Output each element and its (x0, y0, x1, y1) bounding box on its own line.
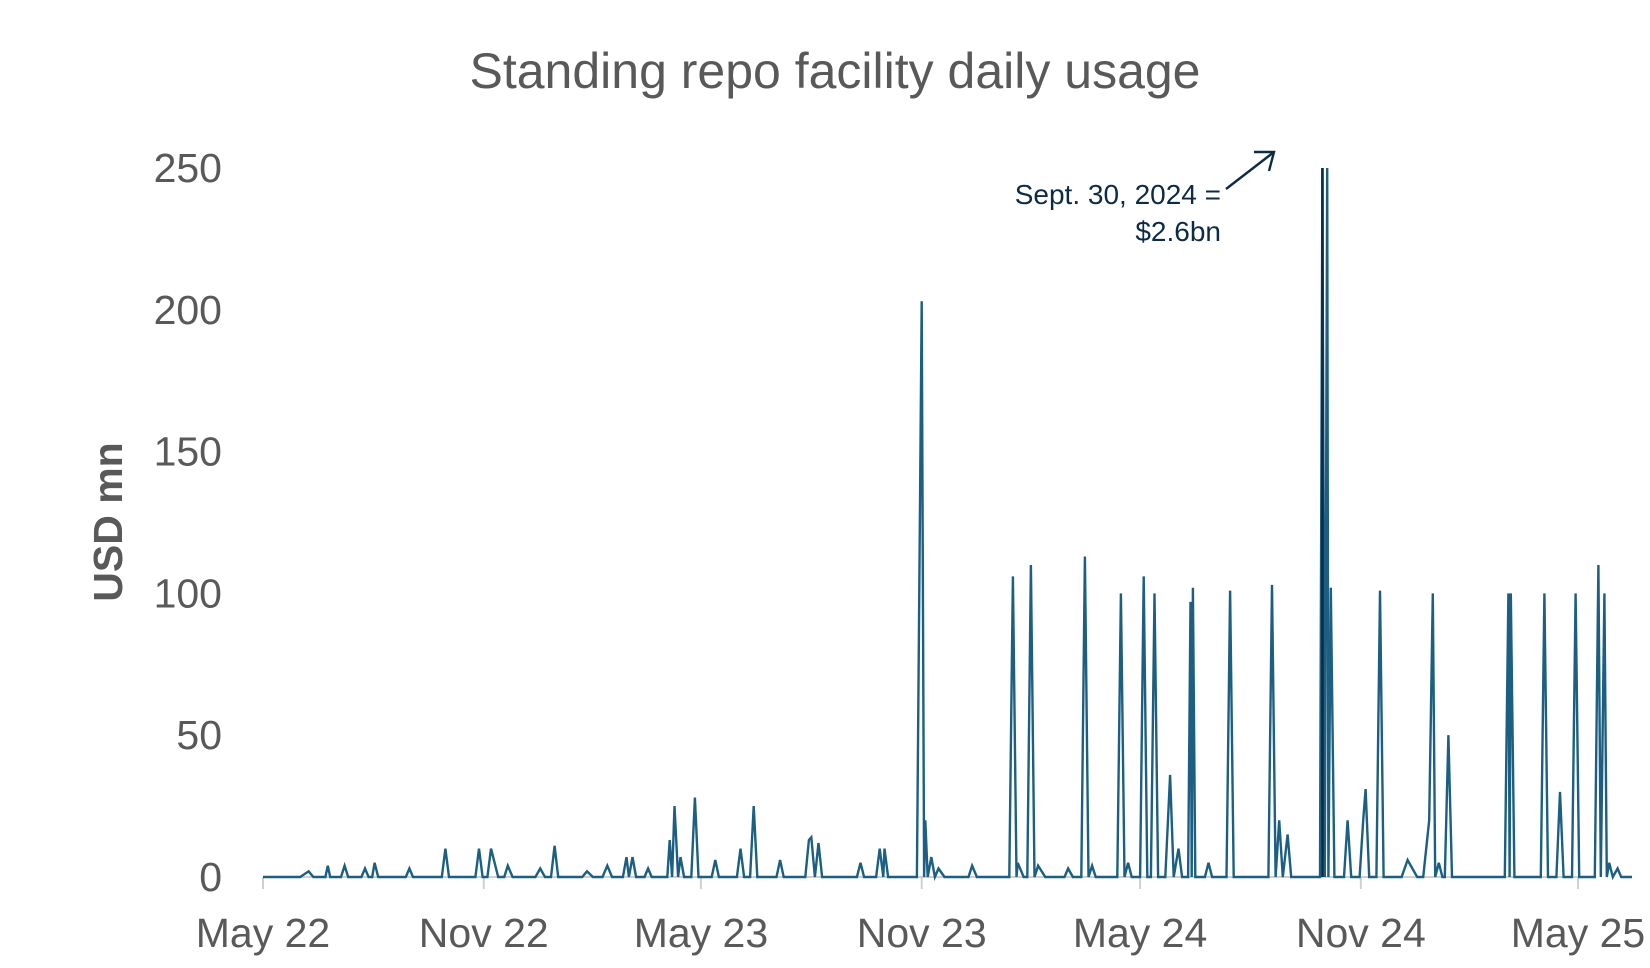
y-axis-ticks: 0 50 100 150 200 250 (154, 145, 222, 900)
x-tick-label: May 25 (1511, 910, 1645, 956)
annotation-arrow-shaft (1225, 151, 1275, 190)
x-tick-label: Nov 22 (419, 910, 549, 956)
chart-title: Standing repo facility daily usage (469, 43, 1200, 99)
x-tick-label: May 24 (1073, 910, 1207, 956)
x-tick-label: Nov 24 (1296, 910, 1426, 956)
y-tick-label: 250 (154, 145, 222, 191)
y-tick-label: 200 (154, 287, 222, 333)
y-tick-label: 150 (154, 429, 222, 475)
x-tick-label: May 23 (634, 910, 768, 956)
x-tick-label: May 22 (196, 910, 330, 956)
plot-area (263, 167, 1632, 882)
x-tick-label: Nov 23 (857, 910, 987, 956)
series-line (263, 167, 1632, 882)
annotation-text-line-1: Sept. 30, 2024 = (1015, 179, 1221, 210)
y-tick-label: 50 (176, 712, 222, 758)
y-axis-label: USD mn (85, 442, 131, 601)
y-tick-label: 100 (154, 570, 222, 616)
y-tick-label: 0 (199, 854, 222, 900)
annotation: Sept. 30, 2024 = $2.6bn (1015, 150, 1276, 247)
x-axis-ticks: May 22 Nov 22 May 23 Nov 23 May 24 Nov 24 May … (196, 877, 1645, 956)
annotation-arrow-head (1254, 150, 1276, 172)
annotation-text-line-2: $2.6bn (1135, 216, 1221, 247)
